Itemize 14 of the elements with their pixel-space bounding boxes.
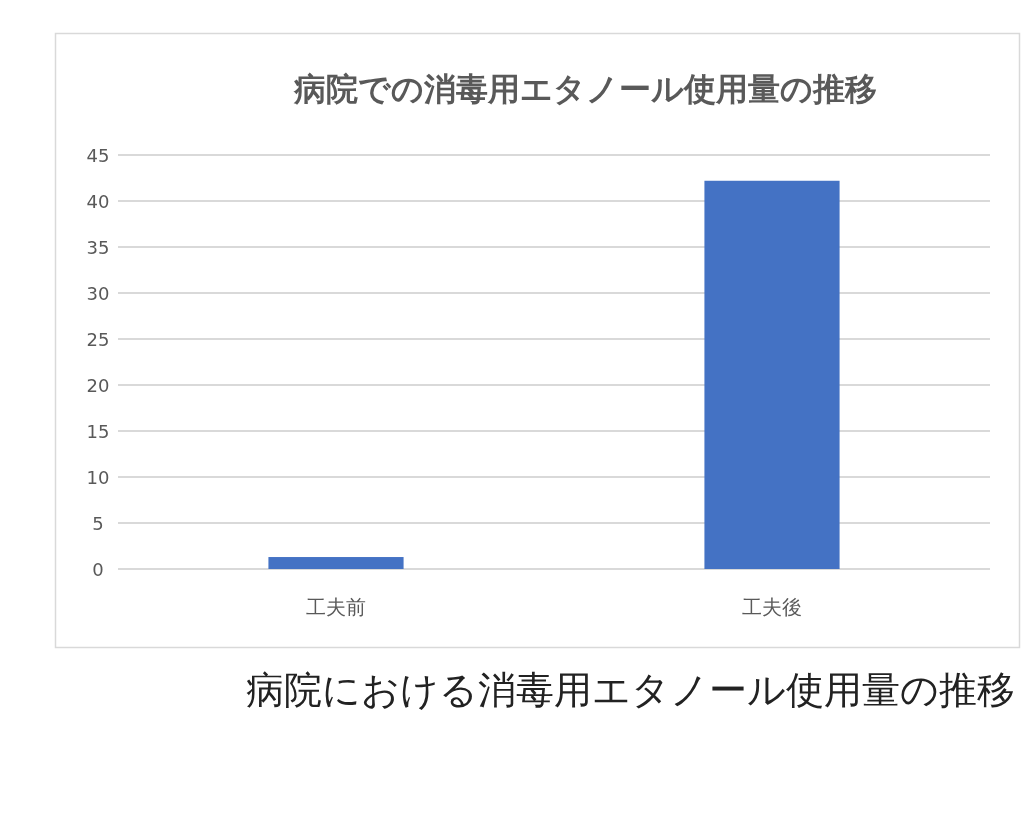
x-tick-label: 工夫前 xyxy=(306,595,366,619)
y-tick-label: 40 xyxy=(86,191,110,212)
y-tick-label: 5 xyxy=(92,513,104,534)
y-tick-label: 30 xyxy=(86,283,110,304)
y-tick-label: 15 xyxy=(86,421,110,442)
y-tick-label: 35 xyxy=(86,237,110,258)
chart-title: 病院での消毒用エタノール使用量の推移 xyxy=(292,70,877,108)
y-tick-label: 0 xyxy=(92,559,104,580)
y-tick-label: 25 xyxy=(86,329,110,350)
y-tick-label: 20 xyxy=(86,375,110,396)
y-tick-label: 45 xyxy=(86,145,110,166)
y-tick-label: 10 xyxy=(86,467,110,488)
x-tick-label: 工夫後 xyxy=(742,595,802,619)
text: 病院における消毒用エタノール使用量の推移 xyxy=(244,667,1016,714)
